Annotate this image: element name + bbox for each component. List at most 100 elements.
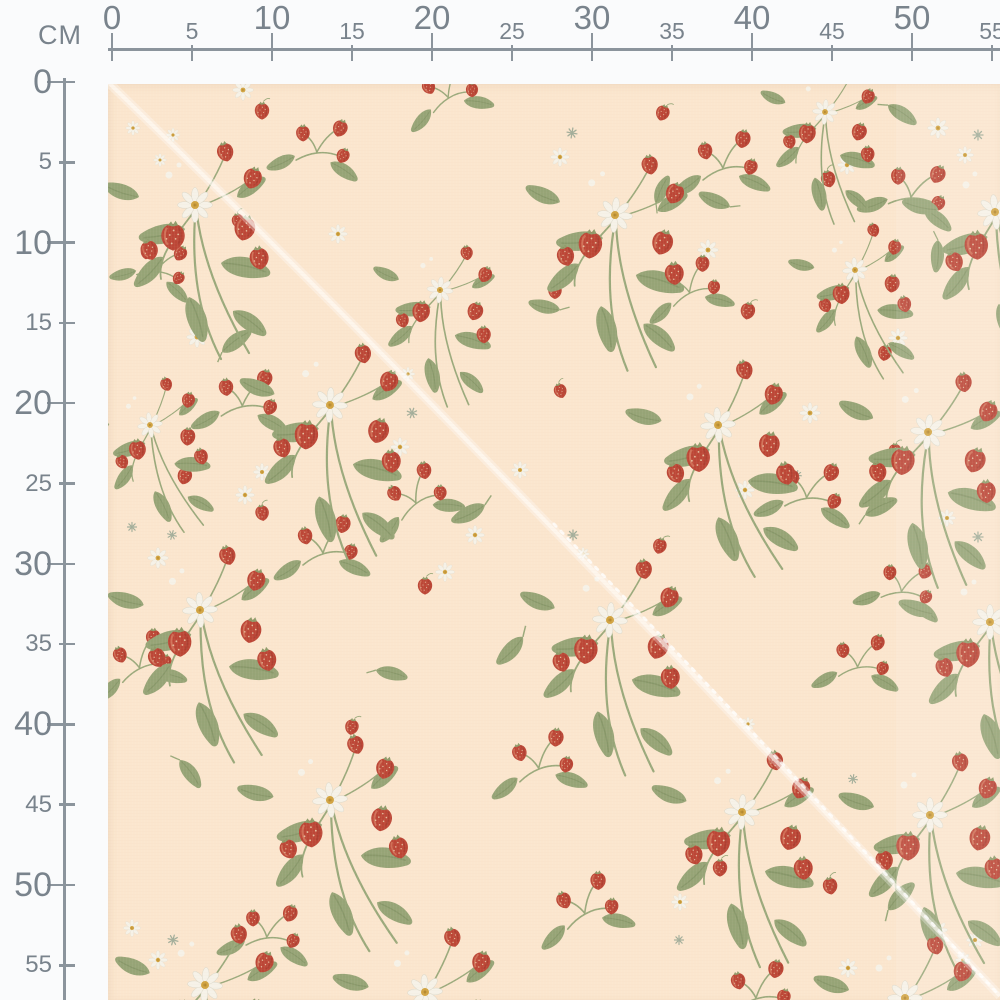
ruler-left-label: 45 — [25, 790, 52, 818]
ruler-left-label: 40 — [14, 705, 52, 744]
ruler-left-label: 15 — [25, 308, 52, 336]
motif-leaf — [490, 626, 537, 669]
motif-large-bouquet — [108, 540, 286, 768]
motif-small-daisy — [550, 147, 570, 167]
ruler-top-label: 0 — [102, 0, 122, 36]
motif-tiny-strawberry — [418, 574, 433, 595]
motif-asterisk — [166, 933, 180, 947]
motif-small-daisy — [799, 402, 821, 424]
motif-small-daisy — [435, 562, 455, 582]
motif-asterisk — [847, 773, 859, 785]
ruler-left-label: 20 — [14, 384, 52, 423]
motif-asterisk — [673, 934, 685, 946]
ruler-top-label: 40 — [733, 0, 771, 36]
motif-tiny-strawberry — [344, 714, 361, 736]
motif-large-bouquet — [508, 141, 698, 375]
motif-small-daisy — [328, 224, 348, 244]
motif-small-daisy — [465, 525, 485, 545]
ruler-top-label: 30 — [573, 0, 611, 36]
ruler-top-tick — [750, 33, 754, 61]
ruler-left-tick — [59, 482, 75, 485]
ruler-top-label: 10 — [253, 0, 291, 36]
motif-medium-bouquet — [108, 370, 221, 544]
fabric-crease — [108, 84, 1000, 1000]
motif-large-bouquet — [228, 335, 411, 563]
motif-medium-bouquet — [748, 84, 885, 227]
motif-tiny-strawberry — [713, 856, 728, 877]
motif-small-daisy — [147, 547, 169, 569]
ruler-left-label: 0 — [33, 63, 52, 101]
ruler-top-tick — [670, 45, 674, 61]
ruler-top-label: 35 — [659, 18, 685, 44]
motif-large-bouquet — [108, 139, 273, 359]
fabric-swatch — [108, 84, 1000, 1000]
motif-small-daisy — [671, 893, 689, 911]
ruler-top-tick — [110, 33, 114, 61]
fabric-pattern-svg — [108, 84, 1000, 1000]
fabric-motifs — [108, 84, 1000, 1000]
motif-berry-sprig — [703, 957, 806, 1000]
ruler-top-tick — [270, 33, 274, 61]
motif-large-bouquet — [328, 922, 511, 1000]
ruler-left-tick — [59, 642, 75, 646]
ruler-left-tick — [47, 723, 75, 726]
ruler-top-tick — [830, 45, 834, 61]
motif-berry-sprig — [670, 127, 773, 199]
motif-berry-sprig — [483, 723, 592, 803]
ruler-left-label: 25 — [25, 469, 52, 497]
ruler-left-tick — [59, 964, 75, 967]
ruler-top-tick — [910, 33, 914, 61]
ruler-top-label: 50 — [893, 0, 931, 36]
motif-asterisk — [126, 521, 138, 533]
motif-tiny-strawberry — [551, 378, 570, 400]
motif-berry-sprig — [262, 106, 370, 190]
motif-small-daisy — [232, 84, 254, 101]
motif-tiny-strawberry — [739, 297, 758, 320]
ruler-left-label: 30 — [14, 544, 52, 583]
ruler-top-label: 55 — [979, 18, 1000, 44]
motif-large-bouquet — [620, 354, 807, 585]
motif-small-daisy — [838, 958, 858, 978]
motif-medium-bouquet — [358, 234, 503, 411]
motif-asterisk — [565, 126, 579, 140]
ruler-left-label: 35 — [25, 630, 52, 658]
ruler-left-tick — [47, 562, 75, 566]
ruler-left-tick — [47, 883, 75, 887]
motif-large-bouquet — [231, 728, 421, 962]
ruler-left-label: 10 — [14, 223, 52, 262]
motif-tiny-daisy — [153, 153, 167, 167]
motif-tiny-strawberry — [255, 99, 270, 120]
motif-small-daisy — [235, 485, 255, 505]
ruler-left-tick — [47, 401, 75, 405]
motif-tiny-strawberry — [654, 100, 674, 123]
motif-tiny-strawberry — [821, 872, 840, 895]
ruler-left-label: 50 — [14, 866, 52, 904]
motif-leaf — [170, 748, 205, 792]
motif-leaf — [527, 293, 570, 321]
motif-berry-sprig — [808, 627, 906, 699]
motif-berry-sprig — [393, 84, 499, 137]
motif-small-daisy — [123, 919, 141, 937]
ruler-top-label: 45 — [819, 18, 845, 44]
motif-tiny-daisy — [125, 120, 141, 136]
ruler-top-tick — [590, 33, 594, 61]
ruler-top-tick — [430, 33, 434, 61]
ruler-left-tick — [59, 321, 75, 325]
motif-berry-sprig — [525, 863, 640, 954]
motif-small-daisy — [511, 461, 529, 479]
motif-asterisk — [404, 405, 420, 421]
motif-asterisk — [165, 528, 179, 542]
ruler-top-label: 5 — [185, 18, 199, 44]
motif-tiny-strawberry — [651, 533, 670, 556]
ruler-left-tick — [59, 803, 75, 806]
fabric-light-band — [896, 84, 1000, 1000]
motif-tiny-strawberry — [253, 500, 270, 522]
motif-small-daisy — [148, 950, 168, 970]
ruler-top-tick — [190, 45, 194, 61]
motif-leaf — [366, 659, 409, 687]
ruler-unit-label: CM — [38, 20, 82, 50]
ruler-top-label: 15 — [339, 18, 365, 44]
ruler-left-label: 55 — [25, 951, 52, 979]
ruler-left-tick — [47, 80, 75, 84]
